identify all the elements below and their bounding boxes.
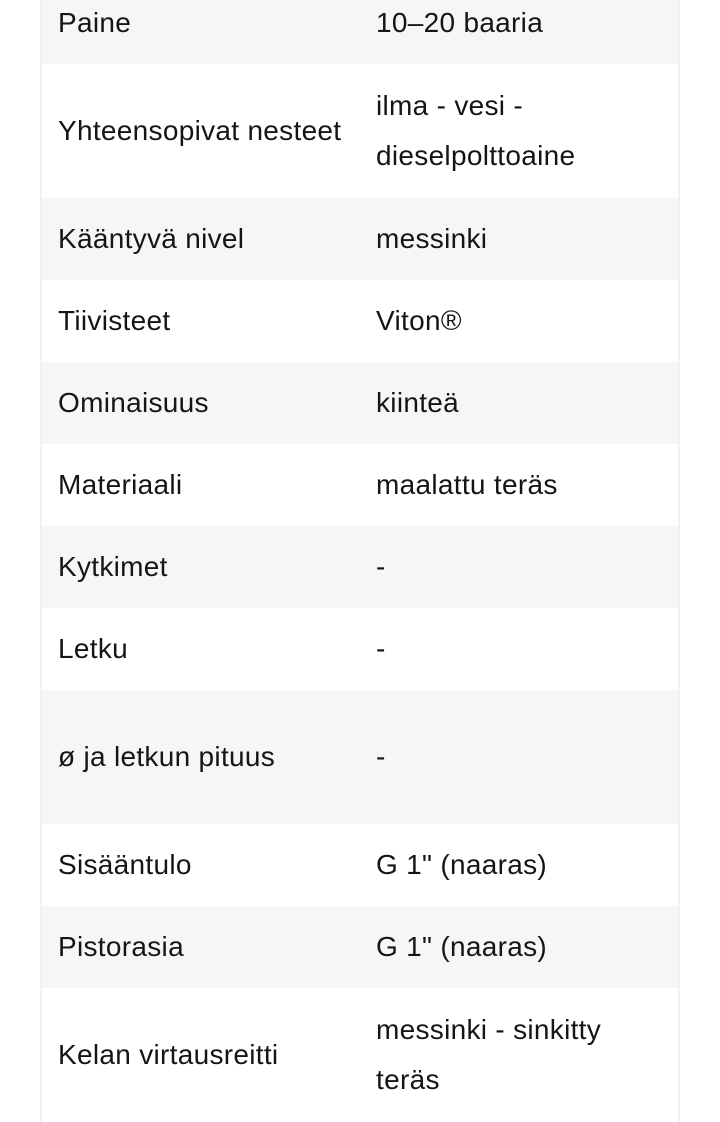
table-row: Tiivisteet Viton® <box>42 280 678 362</box>
spec-label: Ominaisuus <box>58 387 209 418</box>
specifications-table: Paine 10–20 baaria Yhteensopivat nesteet… <box>40 0 680 1122</box>
spec-value: - <box>376 551 386 582</box>
spec-value: G 1" (naaras) <box>376 931 548 962</box>
table-row: Ominaisuus kiinteä <box>42 362 678 444</box>
spec-label: Kelan virtausreitti <box>58 1039 279 1070</box>
spec-value: maalattu teräs <box>376 469 558 500</box>
spec-label: ø ja letkun pituus <box>58 741 276 772</box>
spec-label: Tiivisteet <box>58 305 171 336</box>
spec-value: kiinteä <box>376 387 460 418</box>
spec-label: Sisääntulo <box>58 849 192 880</box>
spec-value: messinki <box>376 223 488 254</box>
spec-label: Kytkimet <box>58 551 168 582</box>
spec-value: - <box>376 741 386 772</box>
spec-label: Paine <box>58 7 132 38</box>
spec-label: Kääntyvä nivel <box>58 223 245 254</box>
table-row: Kääntyvä nivel messinki <box>42 198 678 280</box>
spec-value: Viton® <box>376 305 462 336</box>
spec-label: Pistorasia <box>58 931 184 962</box>
spec-label: Materiaali <box>58 469 183 500</box>
table-row: Yhteensopivat nesteet ilma - vesi - dies… <box>42 64 678 198</box>
table-row: ø ja letkun pituus - <box>42 690 678 824</box>
table-row: Letku - <box>42 608 678 690</box>
table-row: Paine 10–20 baaria <box>42 0 678 64</box>
spec-label: Letku <box>58 633 128 664</box>
spec-value: 10–20 baaria <box>376 7 544 38</box>
spec-value: G 1" (naaras) <box>376 849 548 880</box>
spec-value: - <box>376 633 386 664</box>
table-row: Kytkimet - <box>42 526 678 608</box>
table-row: Sisääntulo G 1" (naaras) <box>42 824 678 906</box>
table-row: Materiaali maalattu teräs <box>42 444 678 526</box>
table-row: Pistorasia G 1" (naaras) <box>42 906 678 988</box>
spec-value: ilma - vesi - dieselpolttoaine <box>376 90 576 171</box>
spec-value: messinki - sinkitty teräs <box>376 1014 602 1095</box>
table-row: Kelan virtausreitti messinki - sinkitty … <box>42 988 678 1122</box>
spec-label: Yhteensopivat nesteet <box>58 115 342 146</box>
